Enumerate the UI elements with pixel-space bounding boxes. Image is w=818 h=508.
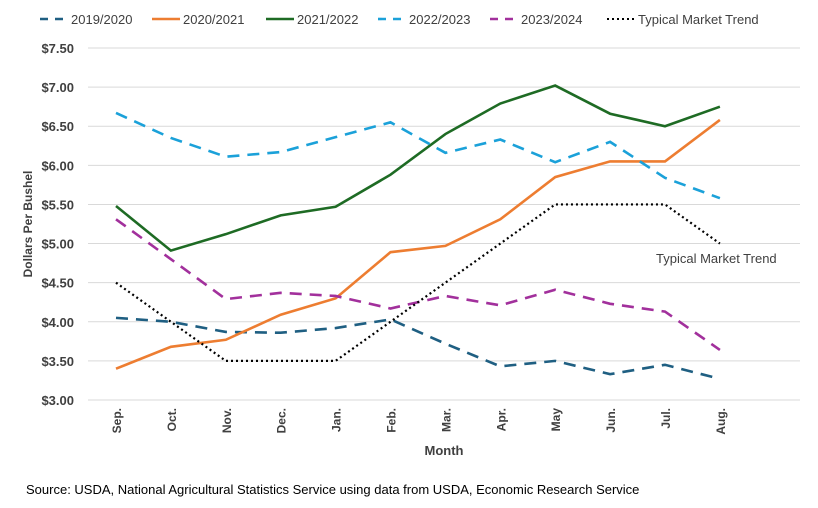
- legend-label: 2023/2024: [521, 12, 582, 27]
- y-tick-label: $3.50: [41, 354, 74, 369]
- legend-item: Typical Market Trend: [607, 12, 759, 27]
- legend-item: 2020/2021: [152, 12, 244, 27]
- legend-label: 2022/2023: [409, 12, 470, 27]
- y-tick-label: $7.00: [41, 80, 74, 95]
- y-tick-label: $7.50: [41, 41, 74, 56]
- source-note: Source: USDA, National Agricultural Stat…: [26, 482, 640, 497]
- series-line-2022-2023: [115, 111, 721, 200]
- y-tick-label: $4.50: [41, 276, 74, 291]
- legend-label: 2020/2021: [183, 12, 244, 27]
- x-tick-label: Dec.: [275, 408, 289, 433]
- x-tick-label: May: [549, 408, 563, 432]
- legend-item: 2022/2023: [378, 12, 470, 27]
- y-axis-title: Dollars Per Bushel: [21, 171, 35, 278]
- x-tick-label: Jun.: [604, 408, 618, 433]
- series-line-2021-2022: [115, 84, 721, 253]
- line-chart: $3.00 $3.50 $4.00 $4.50 $5.00 $5.50 $6.00 $6.50…: [21, 12, 800, 458]
- x-axis-title: Month: [425, 443, 464, 458]
- series-line-2020-2021: [115, 118, 721, 370]
- y-tick-label: $3.00: [41, 393, 74, 408]
- x-tick-label: Jul.: [659, 408, 673, 429]
- series-line-typical-market-trend: [115, 203, 721, 362]
- legend: 2019/2020 2020/2021 2021/2022 2022/2023 2023…: [40, 12, 759, 27]
- legend-item: 2019/2020: [40, 12, 132, 27]
- x-tick-label: Nov.: [220, 408, 234, 433]
- legend-label: 2021/2022: [297, 12, 358, 27]
- y-tick-label: $5.50: [41, 197, 74, 212]
- annotation-typical-market-trend: Typical Market Trend: [656, 251, 777, 266]
- x-tick-label: Jan.: [330, 408, 344, 432]
- y-tick-label: $4.00: [41, 315, 74, 330]
- x-tick-labels: Sep. Oct. Nov. Dec. Jan. Feb. Mar. Apr. May Jun. J…: [110, 408, 728, 435]
- y-tick-label: $6.50: [41, 119, 74, 134]
- y-tick-label: $6.00: [41, 158, 74, 173]
- x-tick-label: Aug.: [714, 408, 728, 435]
- legend-label: Typical Market Trend: [638, 12, 759, 27]
- x-tick-label: Oct.: [165, 408, 179, 431]
- gridlines: [88, 47, 800, 401]
- series-line-2019-2020: [115, 316, 721, 381]
- series-lines: [115, 84, 721, 381]
- x-tick-label: Feb.: [385, 408, 399, 433]
- y-tick-labels: $3.00 $3.50 $4.00 $4.50 $5.00 $5.50 $6.00 $6.50…: [41, 41, 74, 408]
- legend-item: 2021/2022: [266, 12, 358, 27]
- x-tick-label: Apr.: [494, 408, 508, 431]
- y-tick-label: $5.00: [41, 237, 74, 252]
- x-tick-label: Mar.: [439, 408, 453, 432]
- x-tick-label: Sep.: [110, 408, 124, 433]
- legend-item: 2023/2024: [490, 12, 582, 27]
- legend-label: 2019/2020: [71, 12, 132, 27]
